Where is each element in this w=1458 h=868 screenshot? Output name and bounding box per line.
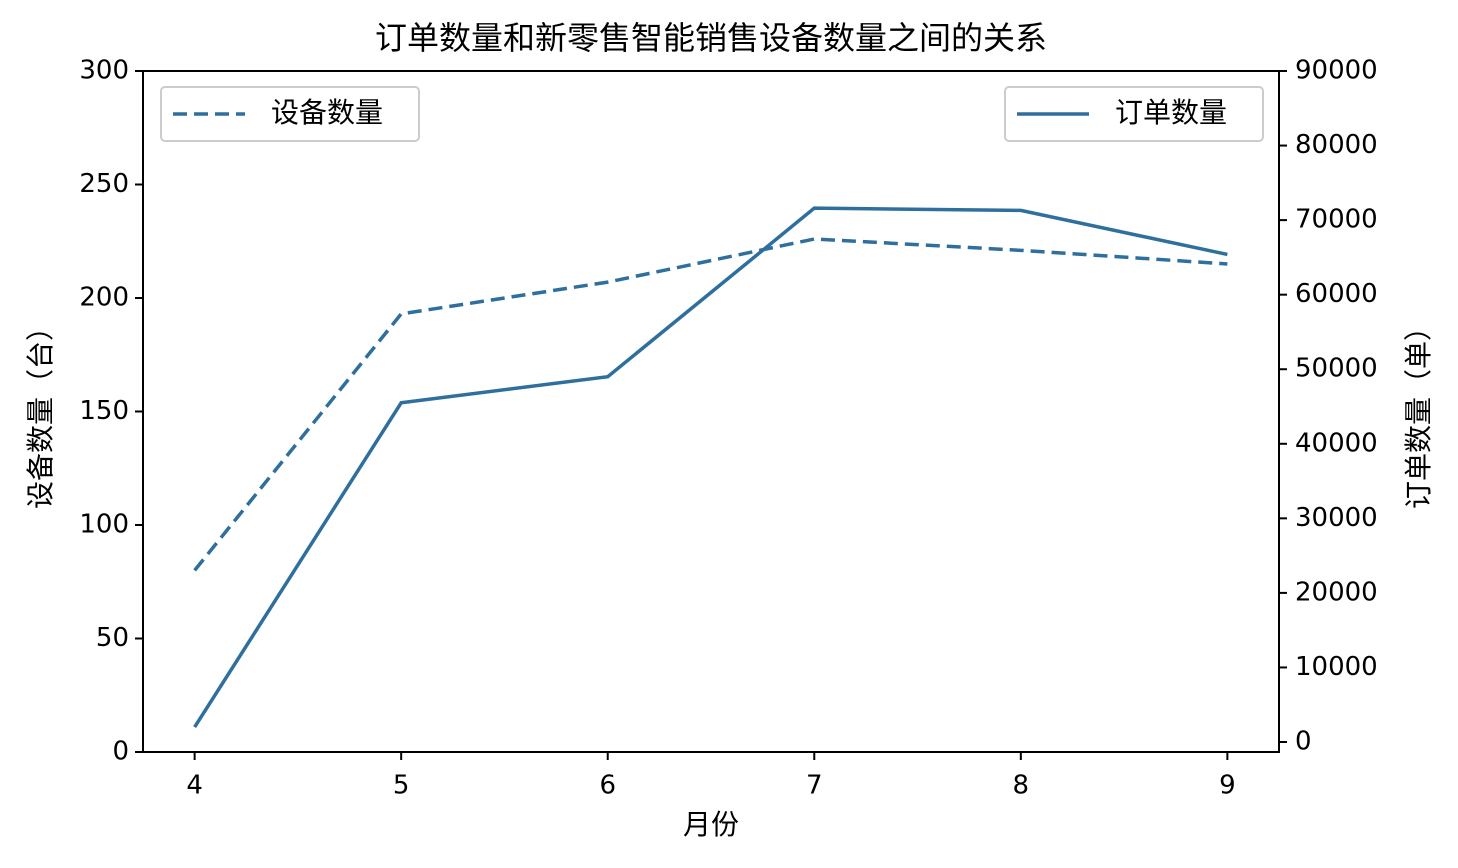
y-tick-label: 200	[79, 283, 129, 313]
y-axis-label: 设备数量（台）	[24, 313, 57, 509]
x-tick-label: 8	[1013, 771, 1030, 801]
x-tick-label: 5	[393, 771, 410, 801]
x-tick-label: 9	[1219, 771, 1236, 801]
y2-tick-label: 80000	[1295, 130, 1378, 160]
y2-axis-label: 订单数量（单）	[1402, 313, 1435, 509]
plot-frame	[142, 70, 1280, 753]
series-line	[193, 206, 1228, 729]
legend-label: 设备数量	[271, 96, 383, 129]
y2-tick-label: 10000	[1295, 652, 1378, 682]
legend-box	[160, 86, 420, 142]
y2-tick-label: 40000	[1295, 428, 1378, 458]
y-tick-label: 250	[79, 169, 129, 199]
chart-title: 订单数量和新零售智能销售设备数量之间的关系	[375, 19, 1047, 57]
y2-tick-label: 50000	[1295, 354, 1378, 384]
y2-tick-label: 90000	[1295, 56, 1378, 86]
series-line	[193, 237, 1228, 572]
y2-tick-label: 70000	[1295, 205, 1378, 235]
y-tick-label: 0	[112, 737, 129, 767]
legend-box	[1004, 86, 1264, 142]
y2-tick-label: 0	[1295, 727, 1312, 757]
x-axis-label: 月份	[683, 808, 739, 841]
x-tick-label: 6	[599, 771, 616, 801]
y2-tick-label: 30000	[1295, 503, 1378, 533]
y-tick-label: 300	[79, 56, 129, 86]
legend-label: 订单数量	[1115, 96, 1227, 129]
x-tick-label: 4	[186, 771, 203, 801]
y2-tick-label: 60000	[1295, 279, 1378, 309]
y2-tick-label: 20000	[1295, 577, 1378, 607]
y-tick-label: 50	[96, 623, 129, 653]
y-tick-label: 150	[79, 396, 129, 426]
x-tick-label: 7	[806, 771, 823, 801]
y-tick-label: 100	[79, 510, 129, 540]
